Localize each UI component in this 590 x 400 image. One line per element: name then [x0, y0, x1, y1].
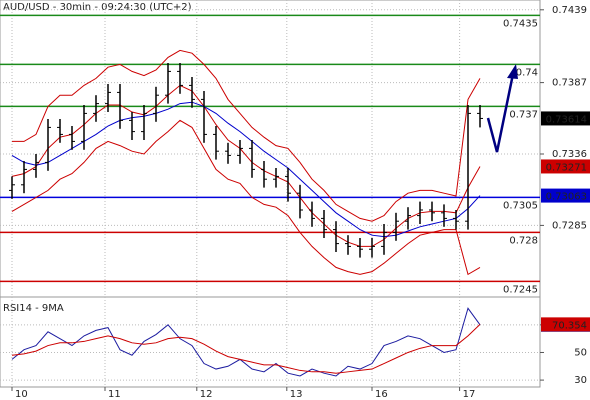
y-tick-label: 0.7439: [552, 5, 587, 16]
y-tick-label: 30: [574, 375, 587, 386]
x-tick-label: 13: [290, 389, 303, 400]
indicator-line: [12, 49, 481, 222]
plot-frame: [0, 0, 541, 388]
price-tag-label: 0.73271: [546, 162, 587, 173]
y-tick-label: 0.7336: [552, 149, 587, 160]
indicator-line: [11, 84, 481, 247]
price-tag: [541, 159, 590, 174]
chart-title: AUD/USD - 30min - 09:24:30 (UTC+2): [3, 2, 192, 13]
indicator-line: [11, 101, 481, 238]
y-tick-label: 0.7387: [552, 78, 587, 89]
level-label: 0.737: [509, 109, 538, 120]
indicator-line: [11, 324, 481, 374]
price-tag: [541, 188, 590, 203]
level-label: 0.728: [509, 235, 538, 246]
arrow-head: [507, 64, 518, 79]
x-tick-label: 10: [15, 389, 28, 400]
level-label: 0.7435: [503, 18, 538, 29]
price-tag-label: 0.73614: [546, 114, 587, 125]
rsi-title: RSI14 - 9MA: [3, 303, 64, 314]
price-tag-label: 70.354: [552, 320, 587, 331]
y-tick-label: 0.7285: [552, 220, 587, 231]
level-label: 0.7245: [503, 284, 538, 295]
y-tick-label: 50: [574, 347, 587, 358]
x-tick-label: 12: [200, 389, 213, 400]
x-tick-label: 16: [375, 389, 388, 400]
x-tick-label: 17: [463, 389, 476, 400]
level-label: 0.74: [516, 67, 538, 78]
forecast-arrow: [486, 73, 515, 153]
indicator-line: [11, 307, 481, 377]
price-tag: [541, 317, 590, 332]
price-tag-label: 0.73063: [546, 192, 587, 203]
level-label: 0.7305: [503, 200, 538, 211]
x-tick-label: 11: [108, 389, 121, 400]
price-tag: [541, 111, 590, 126]
indicator-line: [11, 119, 481, 276]
